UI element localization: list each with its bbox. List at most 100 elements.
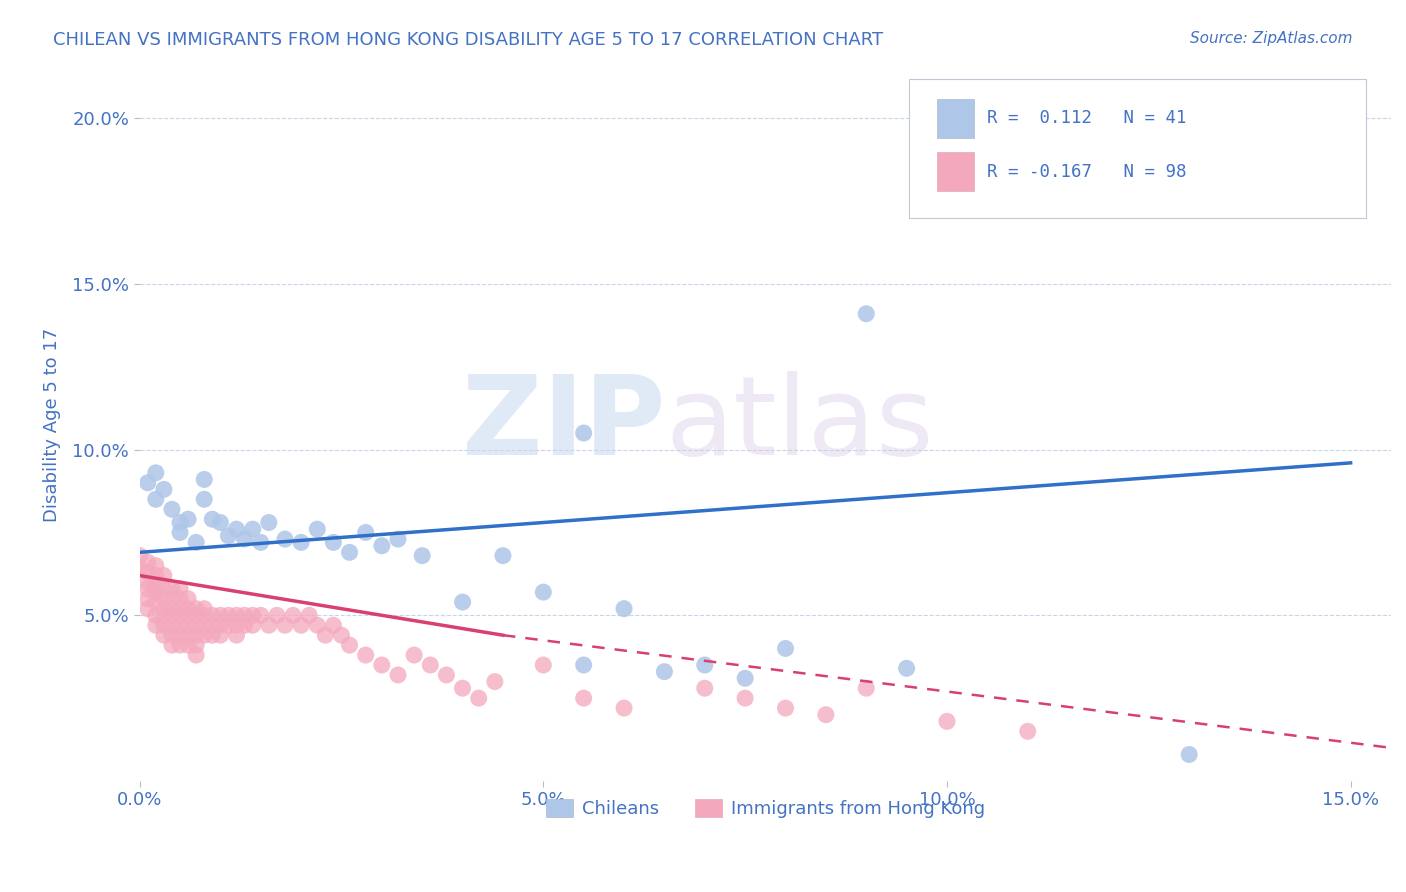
Point bbox=[339, 638, 361, 652]
Point bbox=[775, 701, 797, 715]
Point bbox=[290, 535, 312, 549]
Point bbox=[734, 691, 756, 706]
Point bbox=[307, 522, 329, 536]
Point bbox=[322, 618, 344, 632]
Point bbox=[193, 472, 215, 486]
Point bbox=[734, 671, 756, 685]
Point bbox=[128, 562, 150, 576]
Point bbox=[654, 665, 676, 679]
Point bbox=[186, 638, 208, 652]
Point bbox=[209, 608, 232, 623]
Point bbox=[153, 483, 176, 497]
Text: CHILEAN VS IMMIGRANTS FROM HONG KONG DISABILITY AGE 5 TO 17 CORRELATION CHART: CHILEAN VS IMMIGRANTS FROM HONG KONG DIS… bbox=[53, 31, 883, 49]
Point bbox=[153, 601, 176, 615]
Point bbox=[186, 618, 208, 632]
Point bbox=[387, 668, 409, 682]
Point bbox=[136, 582, 159, 596]
Point bbox=[936, 714, 959, 729]
Point bbox=[153, 608, 176, 623]
Point bbox=[298, 608, 321, 623]
FancyBboxPatch shape bbox=[936, 99, 974, 138]
Point bbox=[160, 638, 183, 652]
Point bbox=[145, 568, 167, 582]
Point bbox=[217, 529, 239, 543]
Point bbox=[145, 466, 167, 480]
Point bbox=[404, 648, 426, 662]
Point bbox=[153, 618, 176, 632]
Point bbox=[136, 566, 159, 580]
Point bbox=[266, 608, 288, 623]
Point bbox=[314, 628, 336, 642]
Point bbox=[257, 618, 280, 632]
Point bbox=[177, 618, 200, 632]
Point bbox=[136, 475, 159, 490]
Point bbox=[1017, 724, 1039, 739]
Point bbox=[225, 618, 247, 632]
Point bbox=[145, 492, 167, 507]
Point bbox=[242, 522, 264, 536]
Point bbox=[572, 658, 595, 673]
Point bbox=[160, 601, 183, 615]
Point bbox=[339, 545, 361, 559]
Point bbox=[186, 648, 208, 662]
Point bbox=[153, 568, 176, 582]
Point bbox=[242, 618, 264, 632]
Legend: Chileans, Immigrants from Hong Kong: Chileans, Immigrants from Hong Kong bbox=[538, 791, 993, 825]
Point bbox=[201, 628, 224, 642]
Point bbox=[217, 618, 239, 632]
Point bbox=[160, 502, 183, 516]
Point bbox=[136, 591, 159, 606]
Point bbox=[451, 681, 474, 696]
Point bbox=[145, 578, 167, 592]
Point bbox=[186, 628, 208, 642]
Point bbox=[257, 516, 280, 530]
Point bbox=[274, 532, 297, 546]
Point bbox=[169, 638, 191, 652]
Point bbox=[177, 591, 200, 606]
Point bbox=[169, 628, 191, 642]
Point bbox=[492, 549, 515, 563]
Point bbox=[145, 595, 167, 609]
Point bbox=[169, 516, 191, 530]
Point bbox=[855, 307, 877, 321]
Point bbox=[693, 681, 716, 696]
Point bbox=[290, 618, 312, 632]
Point bbox=[249, 608, 271, 623]
Point bbox=[307, 618, 329, 632]
Point bbox=[209, 618, 232, 632]
Point bbox=[693, 658, 716, 673]
Point bbox=[169, 618, 191, 632]
FancyBboxPatch shape bbox=[910, 79, 1367, 219]
Point bbox=[281, 608, 304, 623]
Point bbox=[233, 618, 256, 632]
Point bbox=[217, 608, 239, 623]
Point bbox=[145, 608, 167, 623]
Point bbox=[531, 658, 554, 673]
FancyBboxPatch shape bbox=[936, 153, 974, 192]
Point bbox=[814, 707, 837, 722]
Point bbox=[233, 608, 256, 623]
Point bbox=[136, 555, 159, 569]
Point bbox=[193, 608, 215, 623]
Point bbox=[249, 535, 271, 549]
Point bbox=[201, 618, 224, 632]
Point bbox=[855, 681, 877, 696]
Point bbox=[177, 608, 200, 623]
Point bbox=[209, 516, 232, 530]
Point bbox=[209, 628, 232, 642]
Point bbox=[128, 549, 150, 563]
Text: R =  0.112   N = 41: R = 0.112 N = 41 bbox=[987, 110, 1187, 128]
Point bbox=[136, 601, 159, 615]
Point bbox=[145, 618, 167, 632]
Point bbox=[322, 535, 344, 549]
Point bbox=[193, 601, 215, 615]
Point bbox=[225, 628, 247, 642]
Point bbox=[201, 608, 224, 623]
Point bbox=[169, 525, 191, 540]
Point bbox=[193, 628, 215, 642]
Point bbox=[153, 591, 176, 606]
Point bbox=[484, 674, 506, 689]
Point bbox=[160, 628, 183, 642]
Text: ZIP: ZIP bbox=[461, 371, 665, 478]
Text: R = -0.167   N = 98: R = -0.167 N = 98 bbox=[987, 163, 1187, 181]
